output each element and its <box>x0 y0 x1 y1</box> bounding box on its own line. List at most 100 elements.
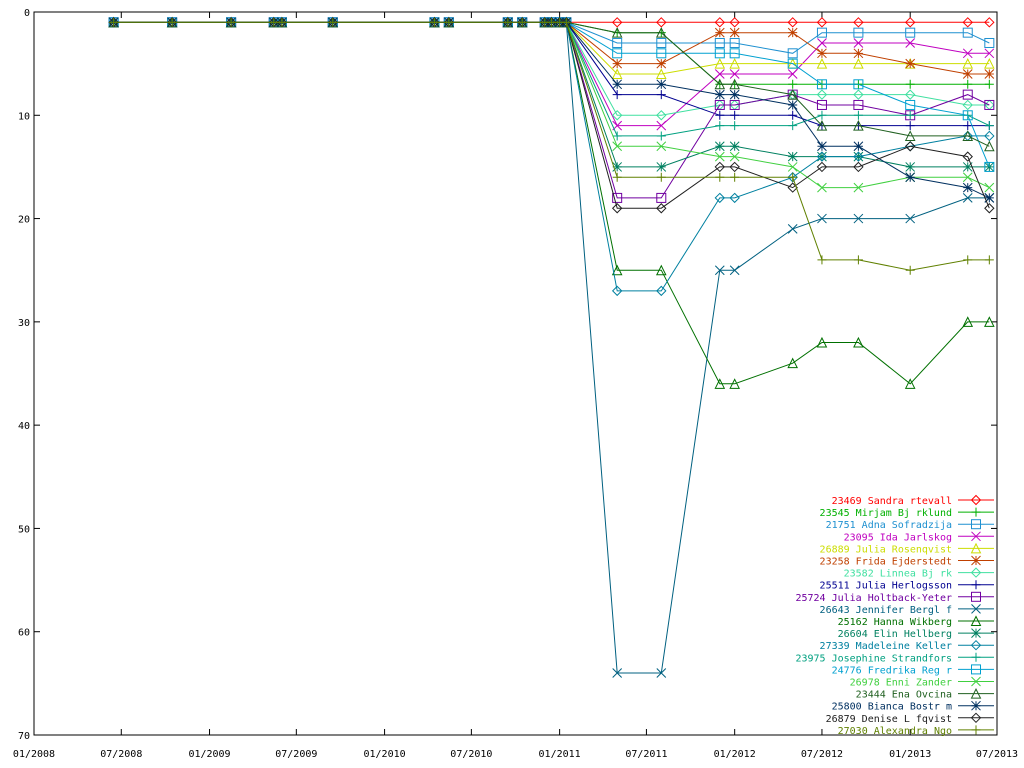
data-point <box>714 161 726 173</box>
data-point <box>517 17 527 27</box>
data-point <box>984 121 994 131</box>
data-point <box>612 48 623 59</box>
data-point <box>853 17 864 28</box>
data-point <box>853 213 864 224</box>
data-point <box>905 172 916 183</box>
data-point <box>729 27 740 38</box>
y-tick-label: 10 <box>18 111 30 122</box>
data-point <box>656 48 667 59</box>
y-tick-label: 20 <box>18 215 30 226</box>
legend-swatch-marker <box>971 676 981 687</box>
legend-entry: 25162 Hanna Wikberg <box>838 615 994 628</box>
legend-label: 25511 Julia Herlogsson <box>820 581 952 592</box>
data-point <box>904 141 916 152</box>
data-point <box>816 151 828 162</box>
data-point <box>729 99 740 110</box>
data-point <box>656 58 667 69</box>
data-point <box>853 110 863 120</box>
data-point <box>962 172 973 183</box>
legend-entry: 21751 Adna Sofradzija <box>826 519 994 531</box>
data-point <box>984 99 995 110</box>
data-point <box>109 17 119 27</box>
data-point <box>853 151 864 162</box>
x-tick-label: 07/2010 <box>450 749 492 760</box>
x-tick-label: 07/2008 <box>100 749 142 760</box>
y-tick-label: 30 <box>18 318 30 329</box>
legend-swatch-marker <box>970 615 982 626</box>
legend-label: 27339 Madeleine Keller <box>820 641 952 652</box>
data-point <box>656 172 666 182</box>
data-point <box>787 100 798 110</box>
legend-label: 23545 Mirjam Bj rklund <box>820 508 952 519</box>
data-point <box>714 58 726 69</box>
data-point <box>787 27 798 38</box>
legend-entry: 25724 Julia Holtback-Yeter <box>795 591 994 604</box>
data-point <box>853 336 864 348</box>
legend-entry: 26879 Denise L fqvist <box>826 712 994 725</box>
legend-label: 26889 Julia Rosenqvist <box>820 544 952 555</box>
plot-frame <box>33 11 998 736</box>
data-point <box>729 89 740 100</box>
legend-entry: 24776 Fredrika Reg r <box>832 664 994 676</box>
data-point <box>655 27 667 38</box>
data-point <box>787 357 799 369</box>
data-point <box>444 17 454 27</box>
data-point <box>729 78 740 90</box>
data-point <box>984 79 994 89</box>
data-point <box>729 17 740 28</box>
data-point <box>816 119 828 131</box>
data-point <box>817 110 827 120</box>
data-point <box>729 151 740 162</box>
series-line <box>113 21 990 127</box>
data-point <box>611 285 623 297</box>
x-tick-label: 07/2012 <box>801 749 843 760</box>
legend-label: 25800 Bianca Bostr m <box>832 702 952 713</box>
series-20 <box>109 17 994 275</box>
data-point <box>962 193 973 203</box>
data-point <box>730 172 740 182</box>
data-point <box>714 378 726 389</box>
data-point <box>816 89 828 100</box>
data-point <box>714 151 725 162</box>
data-point <box>904 17 916 28</box>
data-point <box>787 224 798 234</box>
data-point <box>962 162 973 172</box>
data-point <box>962 130 974 141</box>
legend-entry: 26604 Elin Hellberg <box>838 628 994 640</box>
series-14 <box>109 17 994 141</box>
data-point <box>962 89 973 100</box>
data-point <box>729 161 740 173</box>
legend-label: 25162 Hanna Wikberg <box>838 617 952 628</box>
data-point <box>656 203 667 214</box>
legend-label: 23444 Ena Ovcina <box>856 690 952 701</box>
data-point <box>816 79 827 90</box>
data-point <box>984 130 995 142</box>
data-point <box>816 336 828 348</box>
data-point <box>853 89 864 100</box>
data-point <box>656 285 667 297</box>
data-point <box>729 37 740 48</box>
data-point <box>905 162 916 172</box>
data-point <box>905 265 915 275</box>
data-point <box>656 668 667 678</box>
data-point <box>816 17 828 28</box>
data-point <box>656 110 667 121</box>
data-point <box>904 130 916 141</box>
data-point <box>730 110 740 120</box>
data-point <box>611 27 623 38</box>
legend-swatch-marker <box>970 687 982 699</box>
legend-entry: 23545 Mirjam Bj rklund <box>820 507 994 519</box>
data-point <box>612 131 622 141</box>
data-point <box>655 264 667 276</box>
data-point <box>816 27 827 38</box>
data-point <box>905 79 915 89</box>
data-point <box>714 69 725 79</box>
data-point <box>853 119 864 131</box>
legend-label: 23469 Sandra rtevall <box>832 496 952 507</box>
data-point <box>816 99 827 110</box>
series-line <box>113 21 990 127</box>
legend-label: 26879 Denise L fqvist <box>826 714 952 725</box>
data-point <box>905 27 916 38</box>
data-point <box>962 27 973 38</box>
